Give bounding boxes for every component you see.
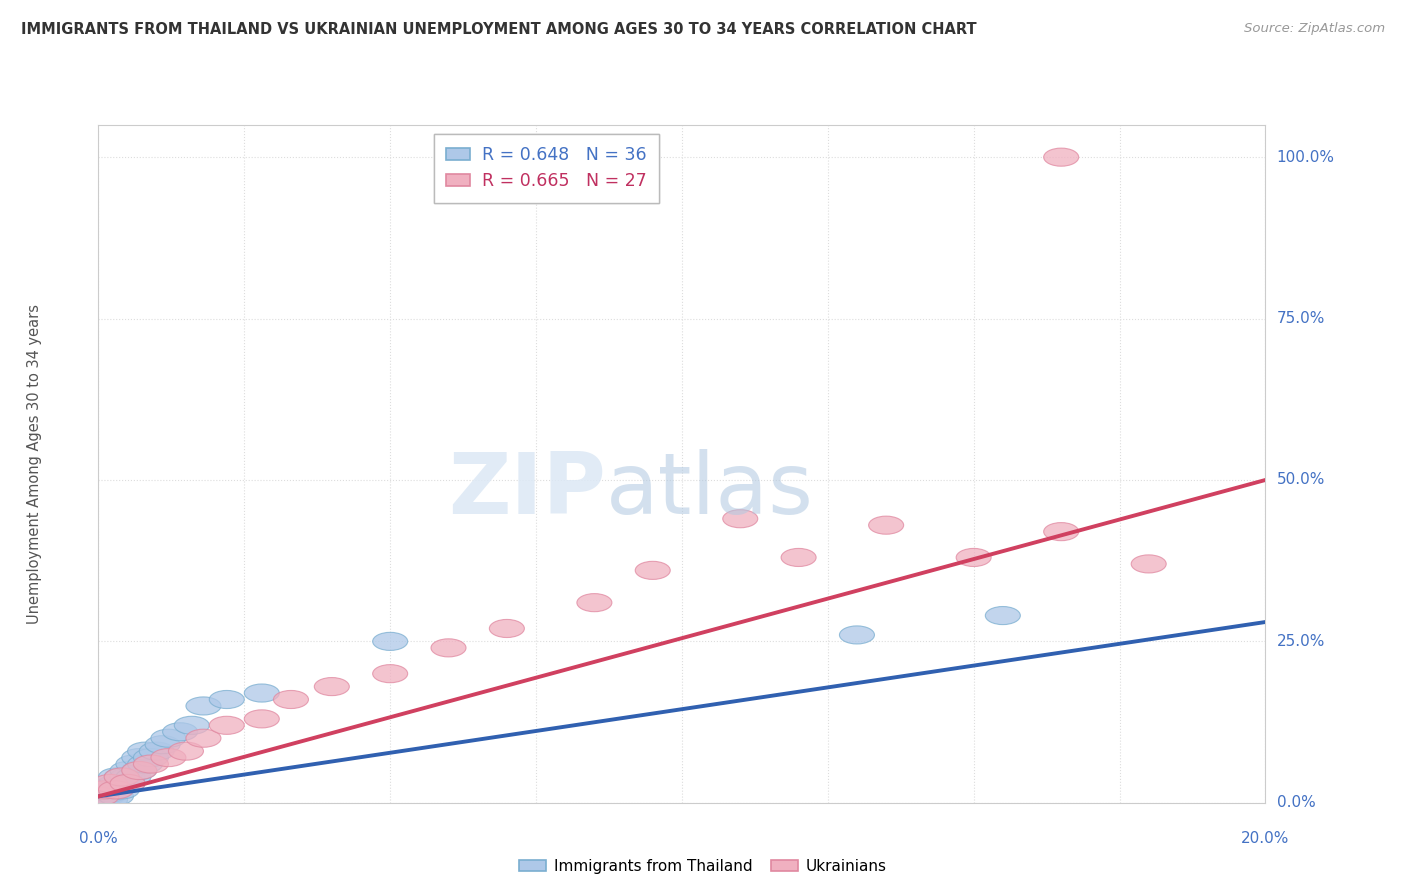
- Ellipse shape: [87, 780, 122, 799]
- Ellipse shape: [1043, 148, 1078, 166]
- Legend: Immigrants from Thailand, Ukrainians: Immigrants from Thailand, Ukrainians: [513, 853, 893, 880]
- Ellipse shape: [134, 748, 169, 766]
- Ellipse shape: [93, 774, 128, 792]
- Legend: R = 0.648   N = 36, R = 0.665   N = 27: R = 0.648 N = 36, R = 0.665 N = 27: [434, 134, 659, 202]
- Ellipse shape: [115, 768, 150, 786]
- Ellipse shape: [115, 755, 150, 773]
- Ellipse shape: [782, 549, 815, 566]
- Text: Unemployment Among Ages 30 to 34 years: Unemployment Among Ages 30 to 34 years: [27, 304, 42, 624]
- Ellipse shape: [315, 678, 349, 696]
- Ellipse shape: [98, 774, 134, 792]
- Ellipse shape: [110, 774, 145, 792]
- Ellipse shape: [186, 729, 221, 747]
- Text: IMMIGRANTS FROM THAILAND VS UKRAINIAN UNEMPLOYMENT AMONG AGES 30 TO 34 YEARS COR: IMMIGRANTS FROM THAILAND VS UKRAINIAN UN…: [21, 22, 977, 37]
- Ellipse shape: [104, 780, 139, 799]
- Ellipse shape: [122, 762, 156, 780]
- Ellipse shape: [1043, 523, 1078, 541]
- Text: 0.0%: 0.0%: [1277, 796, 1315, 810]
- Ellipse shape: [245, 684, 280, 702]
- Ellipse shape: [122, 748, 156, 766]
- Ellipse shape: [98, 768, 134, 786]
- Ellipse shape: [128, 742, 163, 760]
- Text: 100.0%: 100.0%: [1277, 150, 1334, 165]
- Ellipse shape: [636, 561, 671, 580]
- Ellipse shape: [122, 762, 156, 780]
- Text: 75.0%: 75.0%: [1277, 311, 1324, 326]
- Ellipse shape: [104, 768, 139, 786]
- Ellipse shape: [209, 716, 245, 734]
- Ellipse shape: [273, 690, 308, 708]
- Ellipse shape: [145, 736, 180, 754]
- Ellipse shape: [373, 632, 408, 650]
- Ellipse shape: [104, 774, 139, 792]
- Ellipse shape: [839, 626, 875, 644]
- Ellipse shape: [163, 723, 198, 741]
- Ellipse shape: [84, 790, 120, 809]
- Ellipse shape: [1132, 555, 1166, 573]
- Text: 50.0%: 50.0%: [1277, 473, 1324, 488]
- Text: 25.0%: 25.0%: [1277, 634, 1324, 648]
- Ellipse shape: [139, 742, 174, 760]
- Text: Source: ZipAtlas.com: Source: ZipAtlas.com: [1244, 22, 1385, 36]
- Ellipse shape: [209, 690, 245, 708]
- Ellipse shape: [110, 774, 145, 792]
- Ellipse shape: [489, 619, 524, 638]
- Ellipse shape: [110, 762, 145, 780]
- Ellipse shape: [869, 516, 904, 534]
- Ellipse shape: [150, 748, 186, 766]
- Ellipse shape: [186, 697, 221, 715]
- Ellipse shape: [104, 768, 139, 786]
- Ellipse shape: [128, 755, 163, 773]
- Ellipse shape: [174, 716, 209, 734]
- Ellipse shape: [169, 742, 204, 760]
- Ellipse shape: [87, 788, 122, 805]
- Ellipse shape: [986, 607, 1021, 624]
- Ellipse shape: [84, 788, 120, 805]
- Text: atlas: atlas: [606, 450, 814, 533]
- Ellipse shape: [110, 768, 145, 786]
- Ellipse shape: [956, 549, 991, 566]
- Ellipse shape: [98, 780, 134, 799]
- Text: ZIP: ZIP: [449, 450, 606, 533]
- Ellipse shape: [150, 729, 186, 747]
- Ellipse shape: [96, 780, 131, 799]
- Text: 20.0%: 20.0%: [1241, 830, 1289, 846]
- Ellipse shape: [98, 788, 134, 805]
- Ellipse shape: [90, 788, 125, 805]
- Ellipse shape: [93, 790, 128, 809]
- Ellipse shape: [93, 778, 128, 796]
- Ellipse shape: [134, 755, 169, 773]
- Ellipse shape: [87, 784, 122, 802]
- Text: 0.0%: 0.0%: [79, 830, 118, 846]
- Ellipse shape: [723, 509, 758, 528]
- Ellipse shape: [93, 784, 128, 802]
- Ellipse shape: [245, 710, 280, 728]
- Ellipse shape: [432, 639, 465, 657]
- Ellipse shape: [373, 665, 408, 682]
- Ellipse shape: [576, 593, 612, 612]
- Ellipse shape: [98, 780, 134, 799]
